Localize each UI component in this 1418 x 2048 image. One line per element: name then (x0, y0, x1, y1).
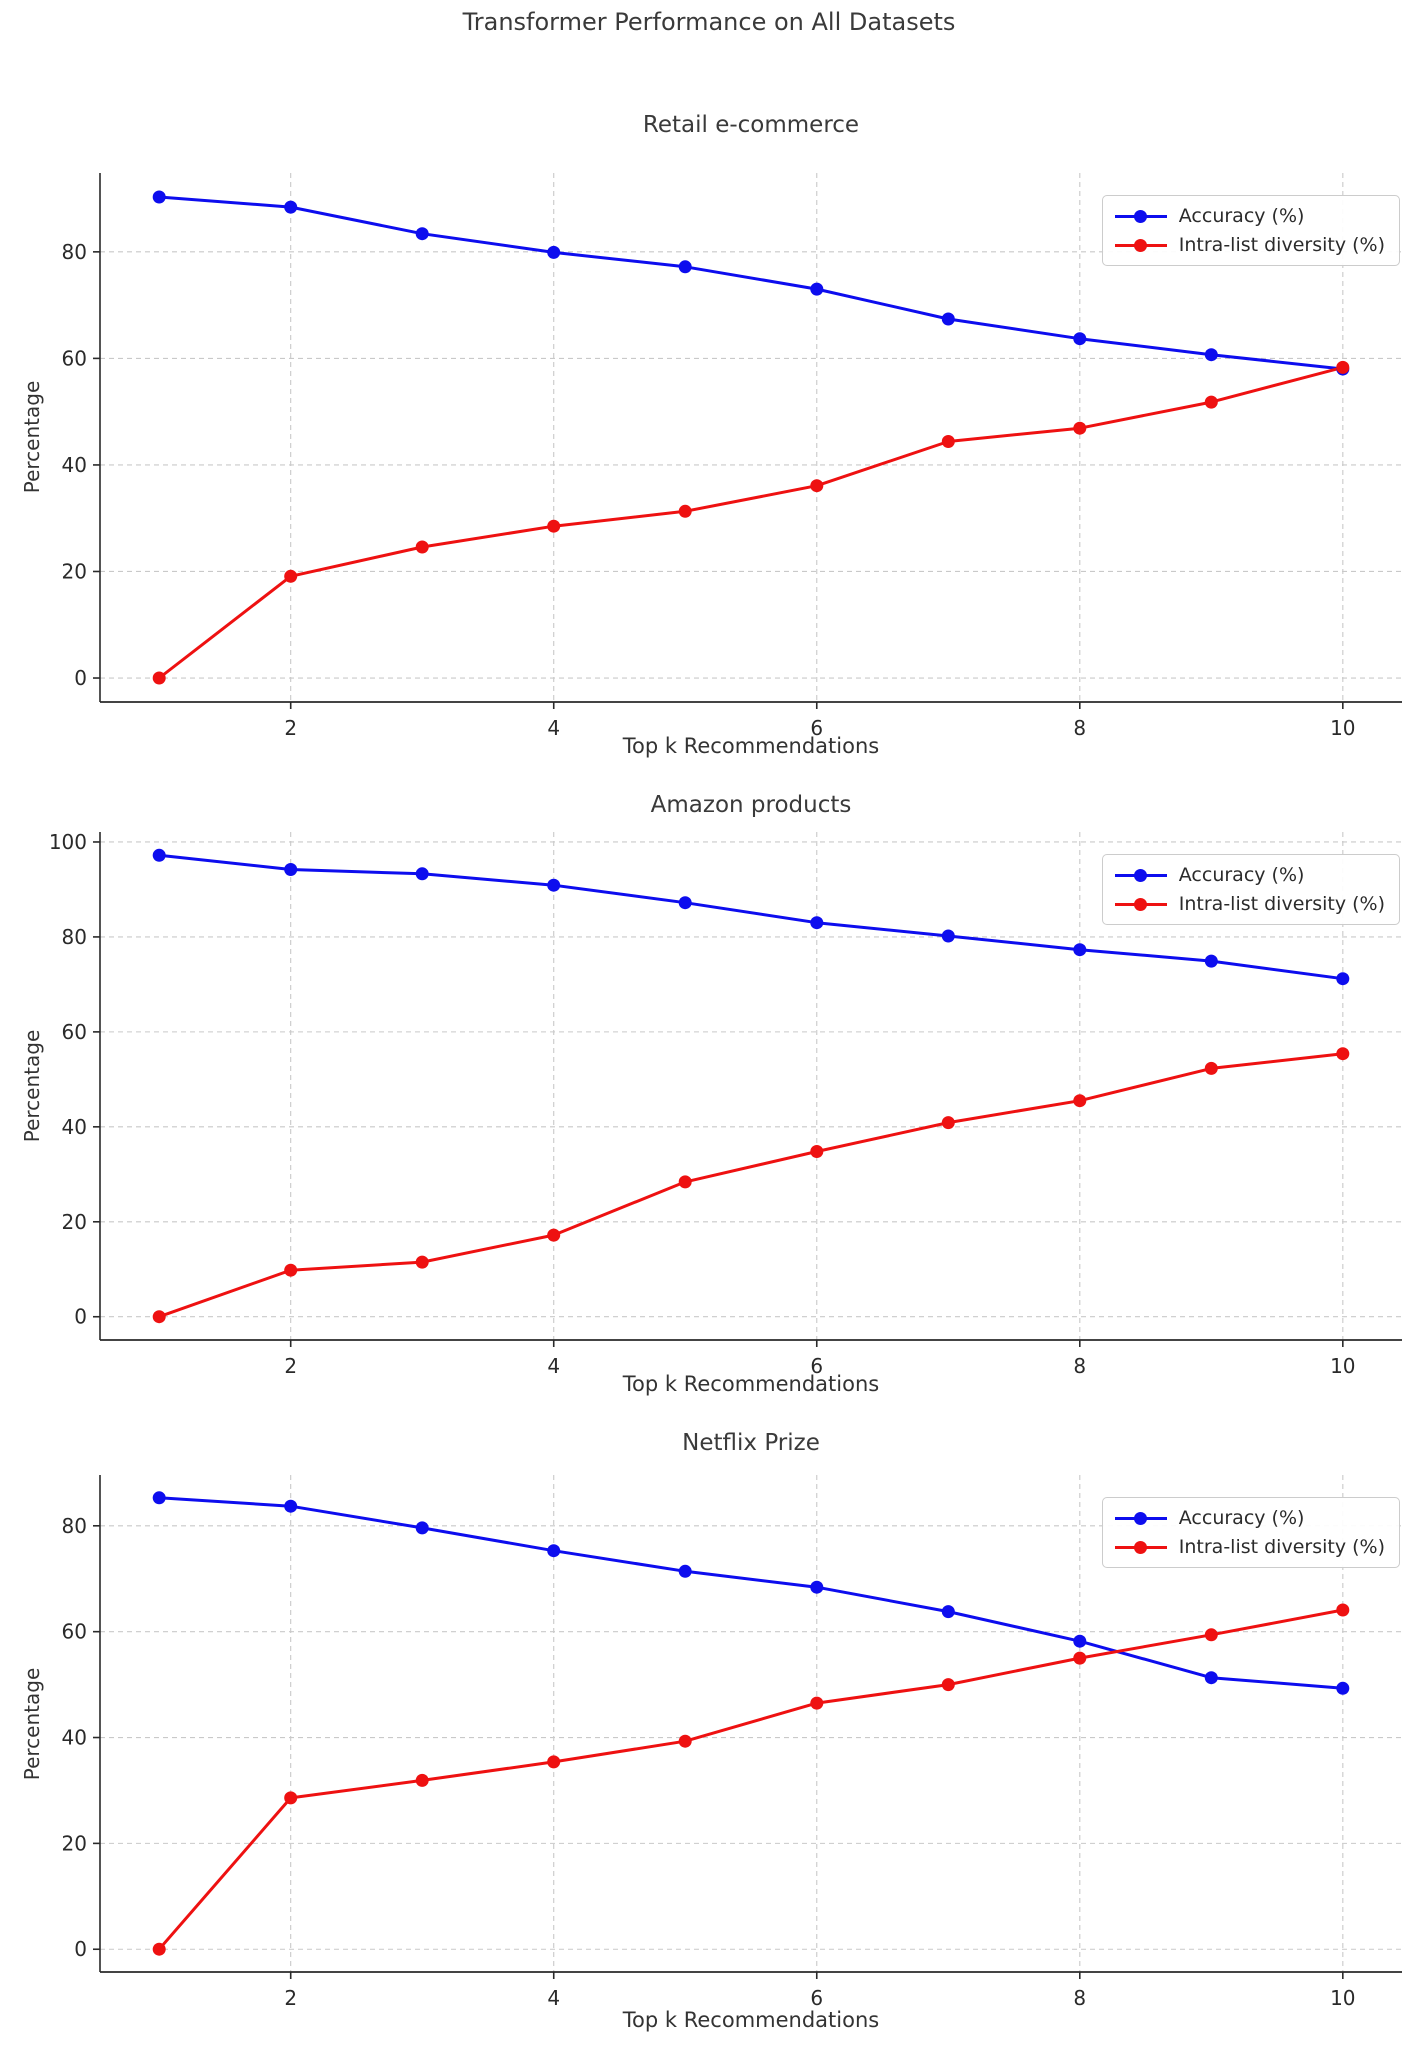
svg-text:10: 10 (1330, 716, 1355, 740)
x-axis-label: Top k Recommendations (622, 1372, 880, 1396)
y-axis-label: Percentage (20, 380, 44, 494)
legend: Accuracy (%) Intra-list diversity (%) (1101, 195, 1400, 266)
svg-text:20: 20 (62, 559, 87, 583)
legend: Accuracy (%) Intra-list diversity (%) (1101, 854, 1400, 925)
svg-text:8: 8 (1073, 1986, 1086, 2010)
legend: Accuracy (%) Intra-list diversity (%) (1101, 1497, 1400, 1568)
y-axis-label: Percentage (20, 1029, 44, 1143)
accuracy-line-marker-icon (1114, 209, 1167, 223)
svg-text:40: 40 (62, 1726, 87, 1750)
svg-text:80: 80 (62, 1514, 87, 1538)
subplot-title: Amazon products (650, 792, 852, 818)
legend-item-accuracy: Accuracy (%) (1114, 864, 1385, 886)
svg-text:0: 0 (74, 666, 87, 690)
svg-text:6: 6 (810, 716, 823, 740)
plot-area: 2 4 6 8 10 0 20 40 60 80 (62, 173, 1402, 740)
svg-text:10: 10 (1330, 1354, 1355, 1378)
diversity-line-marker-icon (1114, 897, 1167, 911)
svg-text:4: 4 (547, 716, 560, 740)
legend-item-accuracy: Accuracy (%) (1114, 1507, 1385, 1529)
svg-text:40: 40 (62, 453, 87, 477)
svg-text:20: 20 (62, 1831, 87, 1855)
legend-label: Accuracy (%) (1178, 1507, 1305, 1529)
svg-text:20: 20 (62, 1210, 87, 1234)
svg-text:80: 80 (62, 240, 87, 264)
figure-title: Transformer Performance on All Datasets (462, 8, 956, 36)
svg-text:10: 10 (1330, 1986, 1355, 2010)
legend-label: Accuracy (%) (1178, 864, 1305, 886)
svg-text:6: 6 (810, 1986, 823, 2010)
svg-text:2: 2 (284, 1986, 297, 2010)
svg-text:0: 0 (74, 1937, 87, 1961)
svg-text:0: 0 (74, 1305, 87, 1329)
x-axis-label: Top k Recommendations (622, 734, 880, 758)
svg-text:2: 2 (284, 1354, 297, 1378)
y-axis-label: Percentage (20, 1667, 44, 1781)
svg-text:8: 8 (1073, 1354, 1086, 1378)
legend-label: Intra-list diversity (%) (1178, 1536, 1385, 1558)
legend-label: Intra-list diversity (%) (1178, 893, 1385, 915)
subplot-title: Netflix Prize (682, 1430, 820, 1456)
legend-item-diversity: Intra-list diversity (%) (1114, 234, 1385, 256)
svg-text:40: 40 (62, 1115, 87, 1139)
x-axis-label: Top k Recommendations (622, 2008, 880, 2032)
subplot-title: Retail e-commerce (642, 112, 860, 138)
legend-label: Intra-list diversity (%) (1178, 234, 1385, 256)
legend-item-accuracy: Accuracy (%) (1114, 205, 1385, 227)
legend-item-diversity: Intra-list diversity (%) (1114, 1536, 1385, 1558)
svg-text:60: 60 (62, 346, 87, 370)
svg-text:2: 2 (284, 716, 297, 740)
accuracy-line-marker-icon (1114, 868, 1167, 882)
svg-text:4: 4 (547, 1354, 560, 1378)
svg-text:6: 6 (810, 1354, 823, 1378)
diversity-line-marker-icon (1114, 1540, 1167, 1554)
legend-label: Accuracy (%) (1178, 205, 1305, 227)
svg-text:8: 8 (1073, 716, 1086, 740)
diversity-line-marker-icon (1114, 238, 1167, 252)
svg-text:80: 80 (62, 925, 87, 949)
svg-text:60: 60 (62, 1620, 87, 1644)
legend-item-diversity: Intra-list diversity (%) (1114, 893, 1385, 915)
svg-text:60: 60 (62, 1020, 87, 1044)
svg-text:4: 4 (547, 1986, 560, 2010)
svg-text:100: 100 (49, 830, 87, 854)
accuracy-line-marker-icon (1114, 1511, 1167, 1525)
